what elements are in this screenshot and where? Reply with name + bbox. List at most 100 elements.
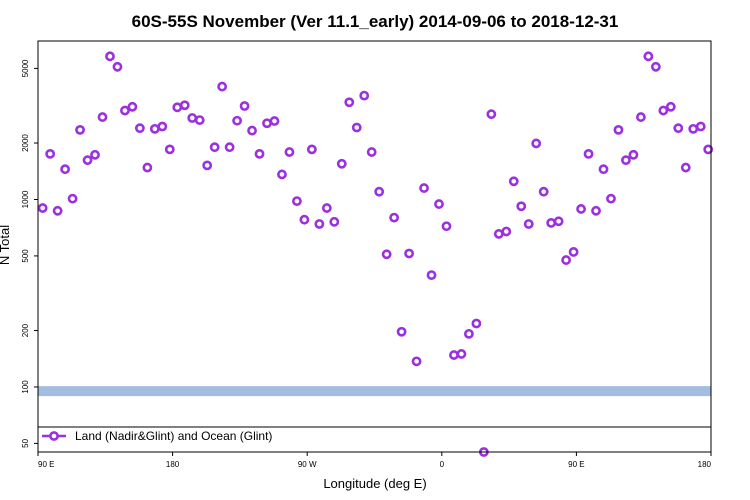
data-point-2 bbox=[52, 205, 63, 216]
data-point-4 bbox=[67, 193, 78, 204]
data-point-34 bbox=[292, 196, 302, 207]
data-point-42 bbox=[351, 122, 362, 133]
data-point-84 bbox=[665, 101, 676, 112]
data-point-74 bbox=[591, 205, 601, 216]
data-point-85 bbox=[673, 123, 684, 134]
chart-title: 60S-55S November (Ver 11.1_early) 2014-0… bbox=[132, 12, 619, 31]
data-point-10 bbox=[112, 61, 123, 72]
data-point-32 bbox=[277, 169, 287, 180]
data-point-38 bbox=[321, 203, 332, 213]
data-point-51 bbox=[419, 183, 429, 193]
x-tick-label-5: 180 bbox=[698, 460, 712, 469]
data-point-41 bbox=[344, 97, 355, 108]
data-point-7 bbox=[90, 149, 100, 160]
data-point-16 bbox=[157, 121, 168, 132]
x-axis-label: Longitude (deg E) bbox=[323, 476, 426, 491]
data-point-39 bbox=[329, 216, 340, 227]
data-point-23 bbox=[209, 142, 220, 153]
data-point-5 bbox=[75, 124, 85, 135]
data-point-19 bbox=[179, 100, 190, 111]
y-tick-label-3: 500 bbox=[21, 249, 30, 263]
data-point-37 bbox=[314, 219, 325, 229]
legend-circle-marker bbox=[49, 431, 59, 441]
data-point-56 bbox=[456, 349, 467, 359]
data-point-21 bbox=[194, 115, 205, 126]
data-point-89 bbox=[703, 144, 714, 155]
data-point-86 bbox=[680, 162, 691, 173]
data-point-52 bbox=[426, 270, 437, 281]
data-point-73 bbox=[583, 148, 594, 159]
data-point-50 bbox=[411, 356, 422, 367]
data-point-9 bbox=[105, 51, 115, 62]
data-point-81 bbox=[643, 51, 654, 62]
y-tick-label-5: 2000 bbox=[21, 134, 30, 152]
data-point-28 bbox=[247, 125, 257, 136]
y-tick-label-0: 50 bbox=[21, 438, 30, 447]
data-point-63 bbox=[508, 176, 519, 187]
x-tick-label-0: 90 E bbox=[38, 460, 54, 469]
data-point-27 bbox=[239, 101, 250, 111]
data-point-72 bbox=[576, 204, 586, 214]
y-tick-label-2: 200 bbox=[21, 323, 30, 337]
data-point-64 bbox=[516, 201, 527, 212]
y-tick-label-4: 1000 bbox=[21, 190, 30, 208]
data-point-76 bbox=[606, 193, 616, 204]
data-point-36 bbox=[306, 144, 317, 155]
data-point-83 bbox=[658, 105, 669, 116]
data-point-44 bbox=[366, 147, 377, 157]
data-points-layer bbox=[37, 51, 714, 457]
data-point-80 bbox=[635, 112, 646, 122]
data-point-75 bbox=[598, 164, 609, 175]
data-point-3 bbox=[60, 164, 71, 175]
y-axis-label: N Total bbox=[0, 225, 12, 265]
data-point-65 bbox=[523, 219, 534, 229]
data-point-62 bbox=[501, 226, 512, 237]
plot-frame bbox=[37, 40, 712, 453]
data-point-1 bbox=[45, 148, 56, 159]
data-point-40 bbox=[336, 158, 347, 169]
data-point-71 bbox=[568, 247, 579, 257]
data-point-43 bbox=[359, 90, 370, 101]
legend-label: Land (Nadir&Glint) and Ocean (Glint) bbox=[75, 429, 272, 443]
data-point-12 bbox=[127, 101, 138, 112]
x-tick-label-2: 90 W bbox=[298, 460, 317, 469]
data-point-17 bbox=[164, 144, 175, 155]
data-point-6 bbox=[82, 155, 93, 166]
data-point-58 bbox=[471, 318, 482, 329]
data-point-26 bbox=[232, 115, 242, 126]
data-point-54 bbox=[441, 221, 452, 232]
data-point-78 bbox=[621, 155, 631, 166]
y-tick-label-6: 5000 bbox=[21, 59, 30, 77]
data-point-29 bbox=[254, 148, 265, 159]
data-point-67 bbox=[538, 186, 549, 197]
x-tick-label-4: 90 E bbox=[568, 460, 584, 469]
x-tick-label-1: 180 bbox=[166, 460, 180, 469]
data-point-47 bbox=[389, 212, 400, 223]
data-point-49 bbox=[404, 248, 414, 259]
data-point-22 bbox=[202, 160, 213, 171]
data-point-46 bbox=[381, 249, 392, 260]
data-point-57 bbox=[464, 328, 474, 339]
data-point-79 bbox=[628, 149, 639, 160]
data-point-13 bbox=[134, 123, 145, 134]
data-point-48 bbox=[396, 326, 407, 337]
legend: Land (Nadir&Glint) and Ocean (Glint) bbox=[38, 426, 711, 443]
axes-layer: 90 E 180 90 W 0 90 E 180 50 100 200 500 1000 2000 50… bbox=[21, 59, 712, 469]
data-point-11 bbox=[120, 105, 130, 116]
data-point-8 bbox=[97, 112, 108, 122]
data-point-45 bbox=[374, 186, 385, 197]
data-point-0 bbox=[37, 203, 48, 213]
data-point-66 bbox=[531, 138, 542, 149]
data-point-25 bbox=[224, 142, 235, 153]
y-tick-label-1: 100 bbox=[21, 380, 30, 394]
data-point-53 bbox=[434, 199, 444, 209]
data-point-69 bbox=[553, 216, 564, 227]
x-tick-label-3: 0 bbox=[440, 460, 445, 469]
data-point-70 bbox=[561, 255, 572, 265]
data-point-88 bbox=[695, 121, 706, 132]
data-point-60 bbox=[486, 109, 497, 120]
data-point-31 bbox=[269, 116, 280, 126]
data-point-77 bbox=[613, 124, 624, 135]
